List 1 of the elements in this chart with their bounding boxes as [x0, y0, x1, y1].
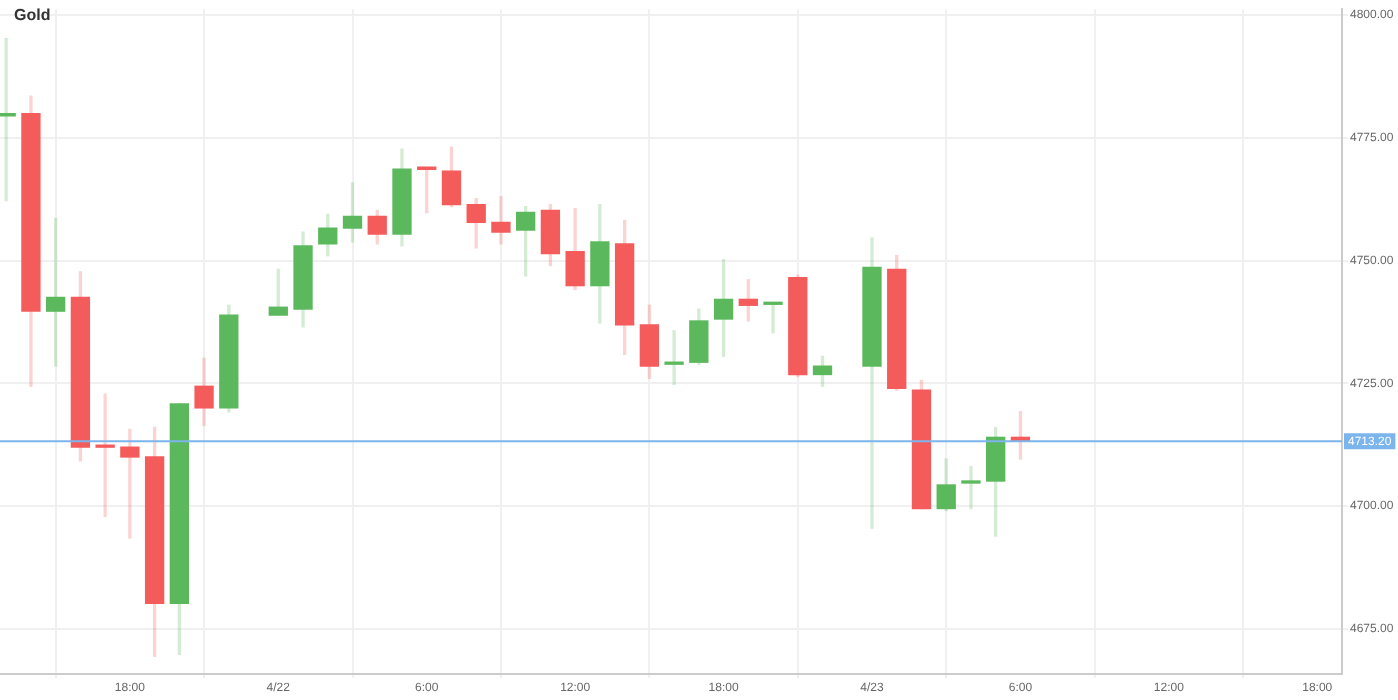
chart-title: Gold [14, 6, 51, 24]
